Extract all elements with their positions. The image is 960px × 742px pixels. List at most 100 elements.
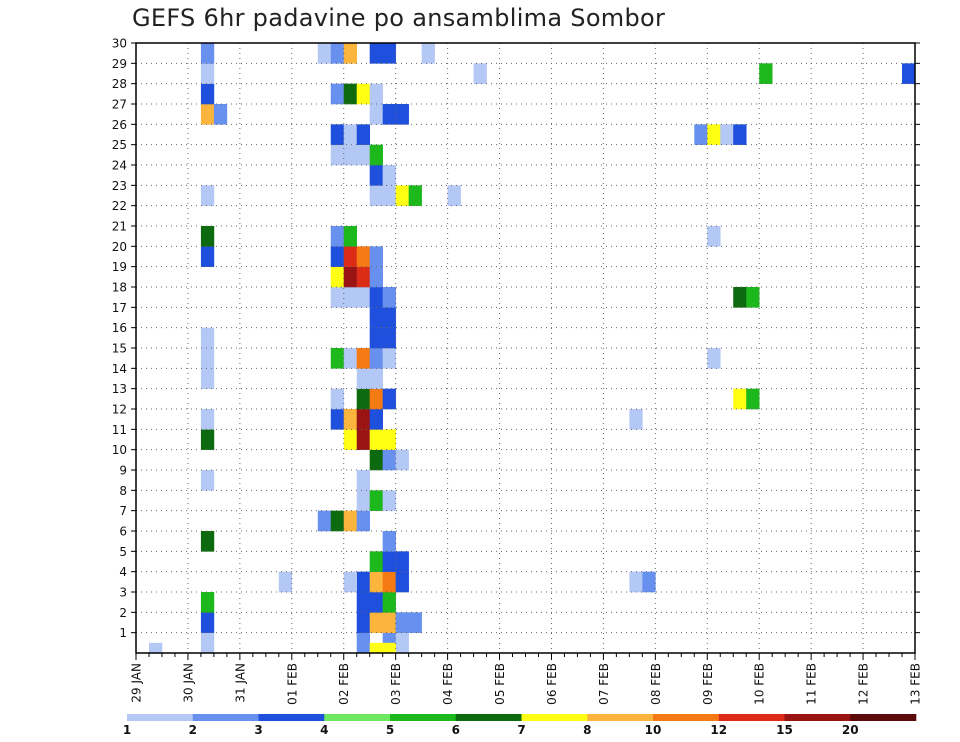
y-tick-label: 25 <box>112 138 127 152</box>
y-tick-label: 14 <box>112 362 127 376</box>
heatmap-cell <box>356 612 370 633</box>
heatmap-cell <box>408 612 422 633</box>
heatmap-cell <box>369 642 383 653</box>
heatmap-cell <box>200 470 215 491</box>
heatmap-cell <box>707 124 721 145</box>
colorbar-label: 10 <box>645 723 662 737</box>
heatmap-cell <box>382 43 396 64</box>
heatmap-cell <box>148 642 163 653</box>
heatmap-cell <box>343 43 358 64</box>
heatmap-cell <box>382 642 396 653</box>
y-tick-label: 27 <box>112 98 127 112</box>
x-tick-label: 05 FEB <box>493 663 507 705</box>
x-tick-label: 30 JAN <box>181 663 195 703</box>
y-tick-label: 17 <box>112 301 127 315</box>
heatmap-cell <box>317 510 332 532</box>
x-axis: 29 JAN 30 JAN 31 JAN 01 FEB 02 FEB 03 FEB 04 F… <box>130 653 923 705</box>
heatmap-cell <box>330 246 345 267</box>
heatmap-cell <box>369 83 383 105</box>
heatmap-cell <box>369 551 383 572</box>
heatmap-cell <box>421 43 435 64</box>
heatmap-cell <box>382 551 396 572</box>
heatmap-cell <box>369 368 383 389</box>
colorbar-segment <box>258 714 325 721</box>
heatmap-cell <box>369 348 383 369</box>
heatmap-cell <box>733 287 747 308</box>
heatmap-cell <box>343 226 358 247</box>
x-tick-label: 04 FEB <box>441 663 455 705</box>
heatmap-cell <box>343 429 358 450</box>
heatmap-cell <box>382 185 396 206</box>
heatmap-cell <box>382 165 396 186</box>
y-axis: 1234567891011121314151617181920212223242… <box>112 37 920 640</box>
heatmap-cell <box>382 287 396 308</box>
heatmap-cell <box>369 185 383 206</box>
heatmap-cell <box>278 571 293 593</box>
heatmap-cell <box>395 571 409 593</box>
x-tick-label: 06 FEB <box>545 663 559 705</box>
heatmap-cell <box>356 144 370 166</box>
heatmap-cell <box>369 307 383 328</box>
y-tick-label: 20 <box>112 240 127 254</box>
x-tick-label: 01 FEB <box>285 663 299 705</box>
heatmap-cell <box>395 551 409 572</box>
heatmap-cell <box>213 104 228 125</box>
heatmap-cell <box>369 571 383 593</box>
heatmap-cell <box>395 104 409 125</box>
heatmap-cell <box>356 266 370 288</box>
heatmap-cell <box>629 409 643 430</box>
y-tick-label: 11 <box>112 423 127 437</box>
heatmap-cell <box>369 592 383 613</box>
colorbar-segment <box>850 714 917 721</box>
heatmap-cell <box>382 612 396 633</box>
heatmap-cell <box>200 327 215 349</box>
heatmap-cell <box>382 592 396 613</box>
heatmap-cell <box>200 531 215 552</box>
heatmap-cell <box>369 266 383 288</box>
colorbar-segment <box>192 714 259 721</box>
heatmap-cell <box>356 246 370 267</box>
colorbar-segment <box>587 714 654 721</box>
x-tick-label: 08 FEB <box>649 663 663 705</box>
heatmap-cell <box>733 388 747 410</box>
heatmap-cell <box>343 144 358 166</box>
heatmap-cell <box>382 531 396 552</box>
y-tick-label: 6 <box>119 525 127 539</box>
colorbar-segment <box>718 714 785 721</box>
heatmap-cell <box>707 348 721 369</box>
heatmap-cell <box>317 43 332 64</box>
heatmap-cell <box>330 388 345 410</box>
heatmap-cell <box>200 83 215 105</box>
colorbar-label: 12 <box>710 723 727 737</box>
heatmap-cell <box>200 104 215 125</box>
heatmap-cell <box>408 185 422 206</box>
y-tick-label: 12 <box>112 403 127 417</box>
heatmap-cell <box>343 266 358 288</box>
heatmap-cell <box>382 388 396 410</box>
colorbar-segment <box>455 714 522 721</box>
heatmap-cells <box>148 43 916 654</box>
y-tick-label: 21 <box>112 220 127 234</box>
heatmap-cell <box>629 571 643 593</box>
heatmap-cell <box>382 490 396 511</box>
heatmap-cell <box>395 449 409 471</box>
heatmap-cell <box>746 287 760 308</box>
heatmap-cell <box>356 632 370 654</box>
x-tick-label: 09 FEB <box>701 663 715 705</box>
heatmap-cell <box>330 510 345 532</box>
x-tick-label: 29 JAN <box>130 663 144 703</box>
heatmap-cell <box>369 144 383 166</box>
heatmap-cell <box>369 165 383 186</box>
colorbar-label: 3 <box>254 723 262 737</box>
x-tick-label: 03 FEB <box>389 663 403 705</box>
colorbar-label: 1 <box>123 723 131 737</box>
heatmap-cell <box>369 429 383 450</box>
y-tick-label: 18 <box>112 281 127 295</box>
y-tick-label: 9 <box>119 464 127 478</box>
y-tick-label: 3 <box>119 586 127 600</box>
heatmap-cell <box>369 449 383 471</box>
heatmap-cell <box>369 409 383 430</box>
y-tick-label: 24 <box>112 159 127 173</box>
x-tick-label: 12 FEB <box>857 663 871 705</box>
heatmap-cell <box>369 43 383 64</box>
